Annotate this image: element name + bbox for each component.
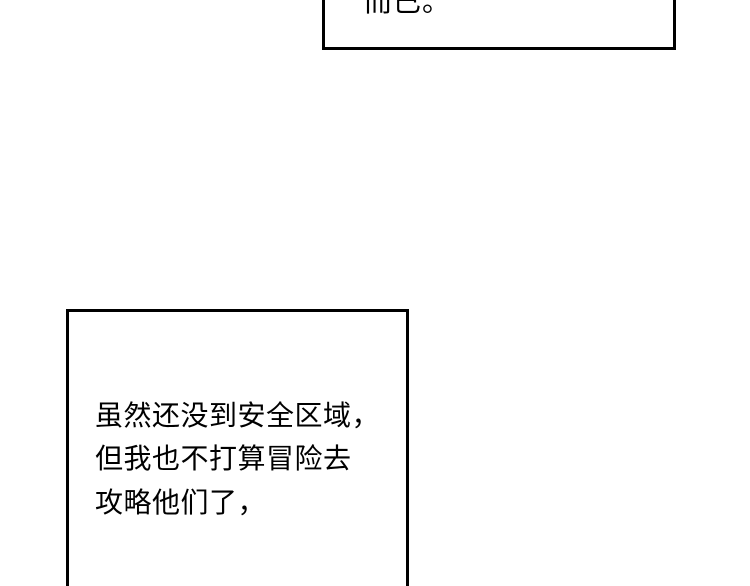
speech-line-3: 攻略他们了， <box>95 481 384 524</box>
speech-line-2: 但我也不打算冒险去 <box>95 437 384 480</box>
speech-line-1: 虽然还没到安全区域， <box>95 394 384 437</box>
speech-text-bottom: 虽然还没到安全区域， 但我也不打算冒险去 攻略他们了， <box>95 394 384 524</box>
speech-box-bottom: 虽然还没到安全区域， 但我也不打算冒险去 攻略他们了， <box>66 309 409 586</box>
speech-text-top: 而已。 <box>364 0 451 20</box>
